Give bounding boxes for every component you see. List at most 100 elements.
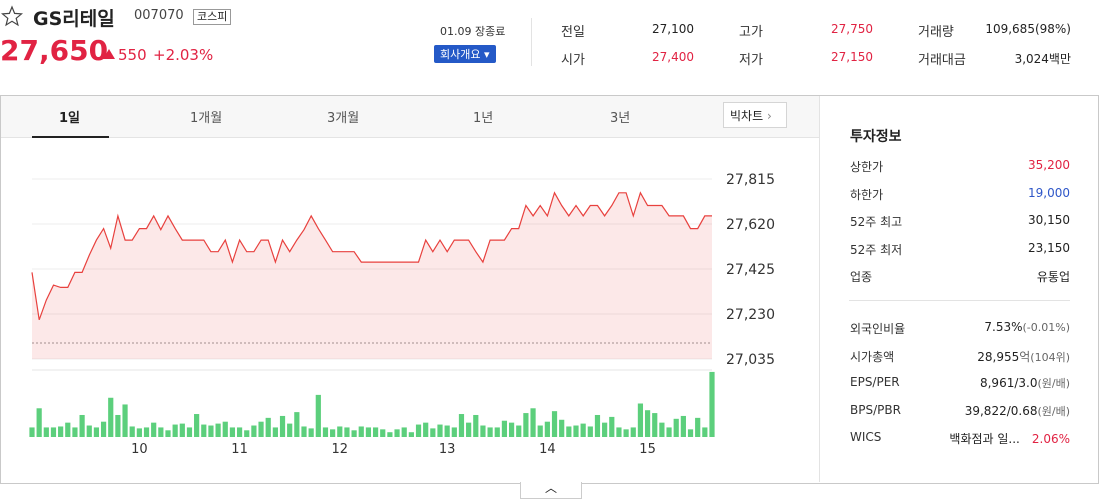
info-title: 투자정보 xyxy=(850,129,902,145)
current-price: 27,650 xyxy=(0,34,109,67)
volume-bar xyxy=(637,403,644,437)
market-status: 01.09 장종료 xyxy=(440,25,506,38)
volume-bar xyxy=(473,414,479,437)
info-label: 외국인비율 xyxy=(850,322,906,336)
volume-bar xyxy=(93,427,100,437)
info-divider xyxy=(849,300,1070,301)
volume-bar xyxy=(609,416,615,437)
volume-bar xyxy=(222,421,228,437)
volume-bar xyxy=(423,422,429,437)
x-tick-label: 15 xyxy=(639,442,656,457)
info-value: 7.53%(-0.01%) xyxy=(984,320,1070,334)
volume-bar xyxy=(709,371,715,437)
x-tick-label: 10 xyxy=(131,442,148,457)
period-tab[interactable]: 1일 xyxy=(59,111,81,126)
volume-bar xyxy=(387,432,393,437)
big-chart-button[interactable]: 빅차트 › xyxy=(723,102,787,128)
volume-bar xyxy=(680,415,686,437)
volume-bar xyxy=(108,397,114,437)
info-value: 28,955억(104위) xyxy=(977,348,1070,365)
volume-bar xyxy=(337,426,343,437)
info-label: 시가총액 xyxy=(850,349,895,364)
summary-value: 27,750 xyxy=(831,22,873,36)
info-value: 백화점과 일... xyxy=(949,432,1020,446)
y-tick-label: 27,425 xyxy=(726,262,775,278)
volume-bar xyxy=(351,430,357,437)
summary-value: 27,100 xyxy=(652,22,694,36)
volume-bar xyxy=(394,429,400,437)
volume-bar xyxy=(294,412,300,437)
info-label: 52주 최고 xyxy=(850,215,903,229)
volume-bar xyxy=(602,422,608,437)
volume-bar xyxy=(272,427,278,437)
volume-bar xyxy=(415,424,422,437)
volume-bar xyxy=(702,427,708,437)
period-tab[interactable]: 1년 xyxy=(473,111,494,126)
volume-bar xyxy=(194,414,200,437)
info-value: 23,150 xyxy=(1028,240,1070,255)
volume-bar xyxy=(100,421,107,437)
volume-bar xyxy=(408,432,414,437)
period-tab[interactable]: 3개월 xyxy=(327,111,360,126)
volume-bar xyxy=(143,427,150,437)
volume-bar xyxy=(687,429,694,437)
volume-bar xyxy=(508,422,515,437)
volume-bar xyxy=(79,414,85,437)
volume-bar xyxy=(72,427,78,437)
info-note: (원/배) xyxy=(1037,377,1070,390)
panel-divider xyxy=(819,96,820,482)
summary-value: 27,400 xyxy=(652,50,694,64)
volume-bar xyxy=(315,394,321,437)
volume-bar xyxy=(344,427,350,437)
big-chart-label: 빅차트 xyxy=(730,109,764,123)
info-label: BPS/PBR xyxy=(850,402,901,417)
volume-bar xyxy=(236,427,243,437)
x-tick-label: 11 xyxy=(231,442,248,457)
y-tick-label: 27,230 xyxy=(726,307,775,323)
volume-bar xyxy=(244,430,250,437)
volume-bar xyxy=(58,426,64,437)
summary-label: 전일 xyxy=(561,25,585,40)
volume-bar xyxy=(50,427,57,437)
price-line xyxy=(31,191,712,321)
price-area xyxy=(32,192,712,359)
volume-bar xyxy=(136,428,142,437)
volume-bar xyxy=(115,414,121,437)
volume-bar xyxy=(623,429,629,437)
volume-bar xyxy=(122,404,128,437)
price-chart: 27,035 27,230 27,425 27,620 27,815 10 11 12 13 14… xyxy=(29,172,775,457)
info-note: (원/배) xyxy=(1037,404,1070,418)
volume-bar xyxy=(537,425,543,437)
volume-bar xyxy=(644,410,651,437)
divider xyxy=(531,18,532,66)
volume-bar xyxy=(29,427,35,437)
volume-bar xyxy=(86,425,92,437)
info-label: 상한가 xyxy=(850,160,884,174)
period-tab[interactable]: 1개월 xyxy=(190,111,223,126)
volume-bar xyxy=(158,427,164,437)
collapse-button[interactable]: ︿ xyxy=(520,482,582,499)
favorite-star[interactable] xyxy=(1,5,23,27)
volume-bar xyxy=(480,425,486,437)
volume-bar xyxy=(308,428,314,437)
volume-bar xyxy=(573,425,579,437)
stock-name: GS리테일 xyxy=(33,8,115,30)
info-value: 8,961/3.0(원/배) xyxy=(980,375,1070,391)
info-unit: 억 xyxy=(1019,349,1031,364)
volume-bar xyxy=(265,417,271,437)
volume-bar xyxy=(566,426,572,437)
y-tick-label: 27,035 xyxy=(726,352,775,368)
info-value: 유통업 xyxy=(1036,270,1070,284)
volume-bar xyxy=(279,415,286,437)
volume-bar xyxy=(251,425,257,437)
volume-bar xyxy=(630,427,636,437)
volume-bar xyxy=(330,429,336,437)
stock-code: 007070 xyxy=(134,8,184,23)
volume-bar xyxy=(587,426,593,437)
volume-bar xyxy=(544,421,550,437)
volume-bar xyxy=(466,422,472,437)
info-value: 백화점과 일... 2.06% xyxy=(949,430,1070,447)
period-tab[interactable]: 3년 xyxy=(610,111,631,126)
company-button[interactable]: 회사개요 ▾ xyxy=(434,45,496,63)
